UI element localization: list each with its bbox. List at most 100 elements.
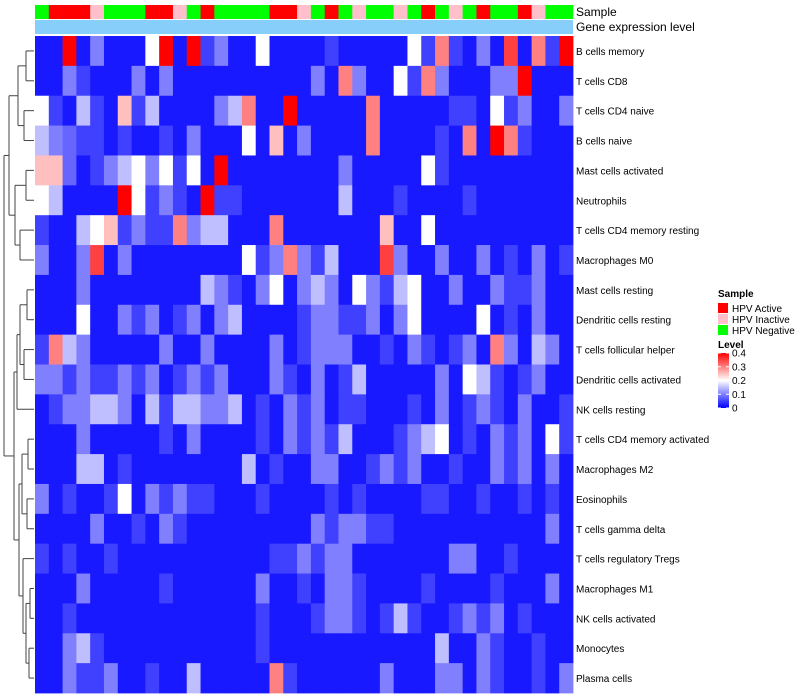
heatmap-cell (228, 424, 243, 455)
heatmap-cell (504, 364, 519, 395)
heatmap-cell (255, 95, 270, 126)
heatmap-cell (117, 543, 132, 574)
heatmap-cell (255, 454, 270, 485)
heatmap-cell (462, 573, 477, 604)
heatmap-cell (407, 543, 422, 574)
heatmap-cell (131, 633, 146, 664)
row-label: T cells CD8 (576, 77, 628, 88)
heatmap-cell (366, 483, 381, 515)
heatmap-cell (241, 513, 257, 545)
heatmap-cell (131, 334, 146, 365)
heatmap-cell (338, 454, 353, 485)
heatmap-cell (517, 483, 533, 515)
heatmap-cell (228, 573, 243, 604)
heatmap-cell (117, 483, 132, 515)
heatmap-cell (504, 215, 519, 246)
heatmap-cell (448, 95, 464, 126)
heatmap-cell (366, 155, 381, 186)
heatmap-cell (324, 513, 339, 545)
heatmap-cell (283, 603, 298, 634)
heatmap-cell (35, 543, 50, 574)
heatmap-cell (35, 663, 50, 694)
heatmap-cell (103, 543, 119, 574)
heatmap-cell (48, 483, 63, 515)
heatmap-cell (269, 454, 284, 485)
heatmap-cell (421, 543, 436, 574)
row-label: Monocytes (576, 644, 624, 655)
heatmap-cell (490, 394, 505, 425)
annotation-label-sample: Sample (576, 5, 617, 19)
sample-annotation-cell (545, 5, 560, 19)
heatmap-cell (490, 274, 505, 306)
heatmap-cell (103, 454, 119, 485)
heatmap-cell (476, 155, 491, 186)
heatmap-cell (379, 125, 395, 156)
heatmap-cell (366, 454, 381, 485)
heatmap-cell (310, 573, 326, 604)
heatmap-cell (200, 334, 215, 365)
heatmap-cell (476, 334, 491, 365)
legend-swatch (718, 303, 728, 313)
heatmap-cell (186, 573, 201, 604)
sample-annotation-cell (117, 5, 132, 19)
heatmap-cell (186, 394, 201, 425)
heatmap-cell (62, 424, 77, 455)
heatmap-cell (545, 245, 560, 276)
heatmap-cell (76, 334, 91, 365)
heatmap-cell (324, 603, 339, 634)
heatmap-cell (393, 663, 408, 694)
heatmap-cell (435, 215, 450, 246)
heatmap-cell (393, 364, 408, 395)
heatmap-cell (269, 663, 284, 694)
heatmap-cell (186, 274, 201, 306)
heatmap-cell (366, 633, 381, 664)
heatmap-cell (338, 543, 353, 574)
heatmap-cell (200, 65, 215, 97)
annotation-label-expression: Gene expression level (576, 20, 695, 34)
heatmap-cell (310, 424, 326, 455)
heatmap-cell (159, 394, 174, 425)
heatmap-cell (297, 364, 312, 395)
row-label: NK cells activated (576, 614, 655, 625)
heatmap-cell (76, 65, 91, 97)
heatmap-cell (103, 424, 119, 455)
heatmap-cell (159, 424, 174, 455)
heatmap-cell (172, 483, 188, 515)
heatmap-cell (407, 454, 422, 485)
heatmap-cell (476, 65, 491, 97)
heatmap-cell (338, 36, 353, 67)
heatmap-cell (62, 155, 77, 186)
heatmap-cell (90, 155, 105, 186)
heatmap-cell (310, 155, 326, 186)
heatmap-cell (531, 603, 546, 634)
legend-level-gradient (718, 353, 729, 408)
heatmap-cell (421, 663, 436, 694)
heatmap-cell (545, 603, 560, 634)
heatmap-cell (131, 424, 146, 455)
heatmap-cell (352, 334, 367, 365)
heatmap-cell (269, 185, 284, 216)
heatmap-cell (559, 36, 574, 67)
row-label: Macrophages M2 (576, 465, 654, 476)
heatmap-cell (159, 483, 174, 515)
heatmap-cell (159, 603, 174, 634)
heatmap-cell (90, 125, 105, 156)
heatmap-cell (448, 125, 464, 156)
heatmap-cell (310, 543, 326, 574)
sample-annotation-cell (214, 5, 229, 19)
heatmap-cell (76, 483, 91, 515)
heatmap-cell (393, 36, 408, 67)
sample-annotation-cell (269, 5, 284, 19)
heatmap-cell (214, 364, 229, 395)
heatmap-cell (159, 65, 174, 97)
heatmap-cell (228, 185, 243, 216)
heatmap-cell (448, 65, 464, 97)
legend-swatch (718, 325, 728, 335)
heatmap-cell (90, 65, 105, 97)
heatmap-cell (490, 304, 505, 336)
sample-annotation-cell (103, 5, 119, 19)
heatmap-cell (35, 424, 50, 455)
heatmap-cell (117, 65, 132, 97)
heatmap-cell (62, 65, 77, 97)
